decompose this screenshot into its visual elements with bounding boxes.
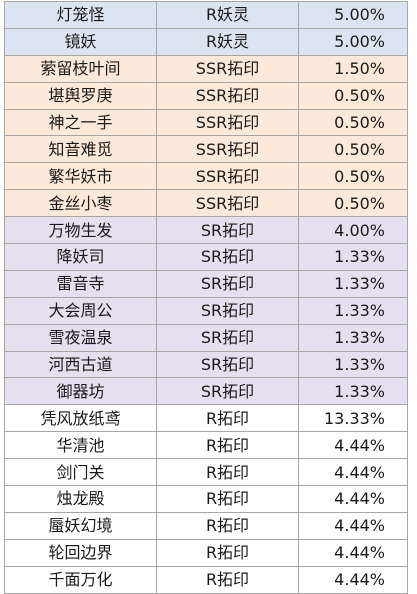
table-row: 烛龙殿 R拓印 4.44%: [4, 485, 408, 513]
drop-rate-table: 灯笼怪 R妖灵 5.00% 镜妖 R妖灵 5.00% 萦留枝叶间 SSR拓印 1.50% 堪舆罗庚…: [4, 1, 408, 594]
item-type-cell: SR拓印: [156, 216, 299, 245]
drop-rate-cell: 0.50%: [298, 81, 408, 110]
item-name-cell: 蜃妖幻境: [4, 511, 157, 540]
table-row: 华清池 R拓印 4.44%: [4, 431, 408, 460]
table-row: 御器坊 SR拓印 1.33%: [4, 377, 408, 406]
drop-rate-cell: 4.44%: [298, 538, 408, 567]
table-row: 河西古道 SR拓印 1.33%: [4, 350, 408, 379]
drop-rate-cell: 5.00%: [298, 1, 408, 29]
item-name-cell: 河西古道: [4, 350, 157, 379]
item-type-cell: R拓印: [156, 404, 299, 433]
table-row: 凭风放纸鸢 R拓印 13.33%: [4, 404, 408, 433]
item-type-cell: SR拓印: [156, 323, 299, 352]
drop-rate-cell: 1.33%: [298, 323, 408, 352]
table-row: 千面万化 R拓印 4.44%: [4, 565, 408, 594]
drop-rate-cell: 4.44%: [298, 458, 408, 487]
table-row: 镜妖 R妖灵 5.00%: [4, 27, 408, 56]
item-type-cell: SSR拓印: [156, 54, 299, 83]
table-row: 蜃妖幻境 R拓印 4.44%: [4, 511, 408, 540]
drop-rate-cell: 0.50%: [298, 135, 408, 164]
drop-rate-cell: 1.50%: [298, 54, 408, 83]
item-type-cell: SR拓印: [156, 350, 299, 379]
item-type-cell: SR拓印: [156, 377, 299, 406]
item-name-cell: 轮回边界: [4, 538, 157, 567]
item-name-cell: 萦留枝叶间: [4, 54, 157, 83]
item-type-cell: R妖灵: [156, 1, 299, 29]
drop-rate-cell: 1.33%: [298, 269, 408, 298]
item-name-cell: 镜妖: [4, 27, 157, 56]
item-name-cell: 御器坊: [4, 377, 157, 406]
drop-rate-cell: 0.50%: [298, 189, 408, 218]
table-row: 剑门关 R拓印 4.44%: [4, 458, 408, 487]
item-type-cell: R拓印: [156, 538, 299, 567]
drop-rate-cell: 4.44%: [298, 511, 408, 540]
drop-rate-cell: 4.00%: [298, 216, 408, 245]
item-type-cell: R妖灵: [156, 27, 299, 56]
item-name-cell: 万物生发: [4, 216, 157, 245]
item-name-cell: 烛龙殿: [4, 485, 157, 513]
table-row: 降妖司 SR拓印 1.33%: [4, 243, 408, 271]
item-type-cell: SR拓印: [156, 269, 299, 298]
drop-rate-cell: 1.33%: [298, 243, 408, 271]
table-row: 轮回边界 R拓印 4.44%: [4, 538, 408, 567]
item-name-cell: 神之一手: [4, 108, 157, 137]
item-type-cell: R拓印: [156, 565, 299, 594]
item-type-cell: R拓印: [156, 431, 299, 460]
drop-rate-cell: 1.33%: [298, 296, 408, 325]
item-name-cell: 堪舆罗庚: [4, 81, 157, 110]
table-row: 堪舆罗庚 SSR拓印 0.50%: [4, 81, 408, 110]
table-row: 金丝小枣 SSR拓印 0.50%: [4, 189, 408, 218]
drop-rate-cell: 4.44%: [298, 431, 408, 460]
item-name-cell: 凭风放纸鸢: [4, 404, 157, 433]
drop-rate-cell: 5.00%: [298, 27, 408, 56]
table-row: 万物生发 SR拓印 4.00%: [4, 216, 408, 245]
item-type-cell: R拓印: [156, 458, 299, 487]
drop-rate-cell: 0.50%: [298, 162, 408, 191]
drop-rate-cell: 13.33%: [298, 404, 408, 433]
table-row: 雷音寺 SR拓印 1.33%: [4, 269, 408, 298]
table-row: 神之一手 SSR拓印 0.50%: [4, 108, 408, 137]
table-body: 灯笼怪 R妖灵 5.00% 镜妖 R妖灵 5.00% 萦留枝叶间 SSR拓印 1.50% 堪舆罗庚…: [4, 1, 408, 594]
table-row: 雪夜温泉 SR拓印 1.33%: [4, 323, 408, 352]
item-name-cell: 剑门关: [4, 458, 157, 487]
item-type-cell: SSR拓印: [156, 81, 299, 110]
item-name-cell: 雷音寺: [4, 269, 157, 298]
item-name-cell: 千面万化: [4, 565, 157, 594]
table-row: 萦留枝叶间 SSR拓印 1.50%: [4, 54, 408, 83]
table-row: 繁华妖市 SSR拓印 0.50%: [4, 162, 408, 191]
item-type-cell: SR拓印: [156, 296, 299, 325]
item-type-cell: SR拓印: [156, 243, 299, 271]
drop-rate-cell: 0.50%: [298, 108, 408, 137]
drop-rate-cell: 4.44%: [298, 485, 408, 513]
item-type-cell: R拓印: [156, 511, 299, 540]
item-type-cell: SSR拓印: [156, 135, 299, 164]
item-name-cell: 华清池: [4, 431, 157, 460]
item-name-cell: 金丝小枣: [4, 189, 157, 218]
table-row: 灯笼怪 R妖灵 5.00%: [4, 1, 408, 29]
table-row: 大会周公 SR拓印 1.33%: [4, 296, 408, 325]
item-name-cell: 降妖司: [4, 243, 157, 271]
item-type-cell: SSR拓印: [156, 189, 299, 218]
drop-rate-cell: 4.44%: [298, 565, 408, 594]
item-type-cell: SSR拓印: [156, 108, 299, 137]
item-type-cell: SSR拓印: [156, 162, 299, 191]
item-name-cell: 雪夜温泉: [4, 323, 157, 352]
item-name-cell: 大会周公: [4, 296, 157, 325]
drop-rate-cell: 1.33%: [298, 350, 408, 379]
item-name-cell: 繁华妖市: [4, 162, 157, 191]
drop-rate-cell: 1.33%: [298, 377, 408, 406]
item-name-cell: 灯笼怪: [4, 1, 157, 29]
table-row: 知音难觅 SSR拓印 0.50%: [4, 135, 408, 164]
item-name-cell: 知音难觅: [4, 135, 157, 164]
item-type-cell: R拓印: [156, 485, 299, 513]
